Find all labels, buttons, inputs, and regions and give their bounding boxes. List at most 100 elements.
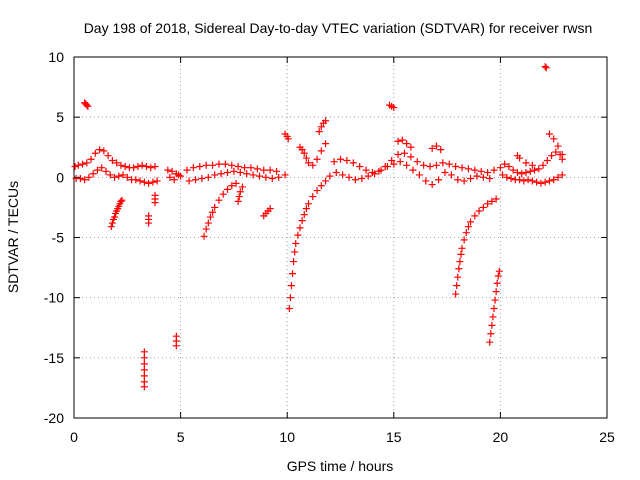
data-point — [147, 164, 155, 172]
data-point — [118, 196, 126, 204]
data-point — [247, 164, 255, 172]
data-point — [475, 207, 483, 215]
data-point — [477, 167, 485, 175]
data-point — [460, 177, 468, 185]
data-point — [215, 196, 223, 204]
data-point — [516, 154, 524, 162]
data-point — [151, 191, 159, 199]
data-point — [315, 128, 323, 136]
data-point — [501, 160, 509, 168]
data-point — [428, 181, 436, 189]
data-point — [238, 183, 246, 191]
data-point — [305, 159, 313, 167]
data-point — [292, 240, 300, 248]
data-point — [140, 178, 148, 186]
y-tick-label: -5 — [52, 230, 65, 246]
data-point — [550, 135, 558, 143]
data-point — [524, 176, 532, 184]
data-point — [117, 197, 125, 205]
data-point — [535, 165, 543, 173]
data-point — [206, 213, 214, 221]
x-tick-label: 15 — [386, 429, 402, 445]
data-point — [390, 104, 398, 112]
x-tick-label: 5 — [177, 429, 185, 445]
data-point — [394, 150, 402, 158]
data-point — [322, 140, 330, 148]
data-point — [140, 348, 148, 356]
y-tick-label: 10 — [48, 49, 64, 65]
data-point — [388, 156, 396, 164]
data-point — [447, 171, 455, 179]
data-point — [345, 173, 353, 181]
data-point — [484, 200, 492, 208]
data-point — [236, 188, 244, 196]
data-point — [317, 147, 325, 155]
data-point — [168, 167, 176, 175]
x-axis-label: GPS time / hours — [287, 458, 394, 474]
data-point — [396, 158, 404, 166]
data-point — [149, 178, 157, 186]
data-point — [85, 173, 93, 181]
data-point — [202, 161, 210, 169]
data-point — [241, 164, 249, 172]
data-point — [383, 163, 391, 171]
data-point — [403, 140, 411, 148]
data-point — [499, 171, 507, 179]
data-point — [287, 282, 295, 290]
data-point — [224, 185, 232, 193]
data-point — [185, 177, 193, 185]
data-point — [518, 170, 526, 178]
data-point — [491, 296, 499, 304]
data-point — [302, 205, 310, 213]
data-point — [439, 159, 447, 167]
data-point — [490, 166, 498, 174]
data-point — [364, 172, 372, 180]
data-point — [349, 159, 357, 167]
data-point — [296, 224, 304, 232]
data-point — [209, 208, 217, 216]
data-point — [332, 169, 340, 177]
data-point — [486, 338, 494, 346]
data-point — [309, 193, 317, 201]
data-point — [455, 265, 463, 273]
data-point — [204, 219, 212, 227]
data-point — [543, 156, 551, 164]
data-point — [211, 203, 219, 211]
data-point — [153, 177, 161, 185]
data-point — [170, 176, 178, 184]
data-point — [473, 172, 481, 180]
data-point — [100, 147, 108, 155]
data-point — [317, 182, 325, 190]
x-tick-label: 0 — [70, 429, 78, 445]
data-point — [228, 161, 236, 169]
data-point — [488, 197, 496, 205]
data-point — [243, 170, 251, 178]
data-point — [300, 149, 308, 157]
data-point — [457, 250, 465, 258]
data-point — [71, 163, 79, 171]
data-point — [445, 160, 453, 168]
data-point — [91, 149, 99, 157]
data-point — [377, 166, 385, 174]
data-point — [81, 176, 89, 184]
data-point — [174, 171, 182, 179]
data-point — [204, 173, 212, 181]
data-point — [215, 160, 223, 168]
data-point — [487, 330, 495, 338]
data-point — [496, 164, 504, 172]
grid-lines — [74, 57, 607, 418]
data-point — [313, 155, 321, 163]
data-point — [522, 159, 530, 167]
data-point — [142, 163, 150, 171]
data-point — [343, 156, 351, 164]
data-point — [313, 187, 321, 195]
data-point — [322, 117, 330, 125]
data-point — [106, 171, 114, 179]
data-point — [228, 182, 236, 190]
data-point — [488, 321, 496, 329]
data-point — [422, 177, 430, 185]
data-point — [409, 166, 417, 174]
data-point — [140, 383, 148, 391]
data-point — [460, 236, 468, 244]
data-point — [289, 270, 297, 278]
